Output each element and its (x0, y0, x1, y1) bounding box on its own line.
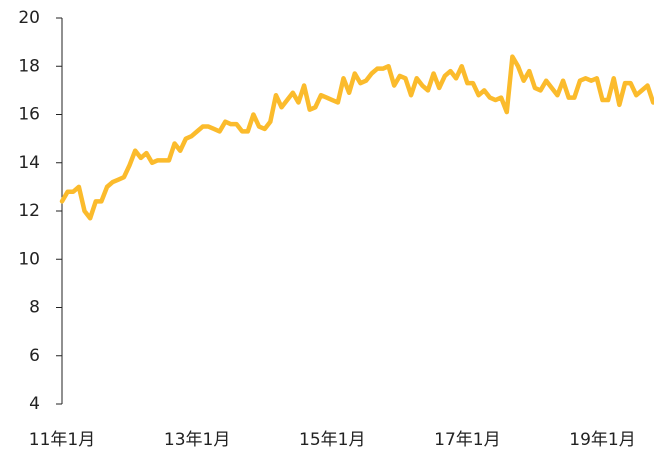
x-tick-label: 15年1月 (299, 430, 365, 450)
x-tick-label: 11年1月 (29, 430, 95, 450)
y-tick-label: 10 (18, 249, 40, 269)
y-tick-label: 6 (29, 346, 40, 366)
y-tick-label: 8 (29, 298, 40, 318)
x-tick-label: 17年1月 (434, 430, 500, 450)
y-tick-label: 20 (18, 8, 40, 28)
y-tick-label: 16 (18, 105, 40, 125)
x-tick-label: 19年1月 (569, 430, 635, 450)
data-line (59, 54, 654, 221)
y-tick-label: 18 (18, 56, 40, 76)
y-tick-label: 12 (18, 201, 40, 221)
x-tick-label: 13年1月 (164, 430, 230, 450)
y-tick-label: 14 (18, 153, 40, 173)
y-tick-label: 4 (29, 394, 40, 414)
